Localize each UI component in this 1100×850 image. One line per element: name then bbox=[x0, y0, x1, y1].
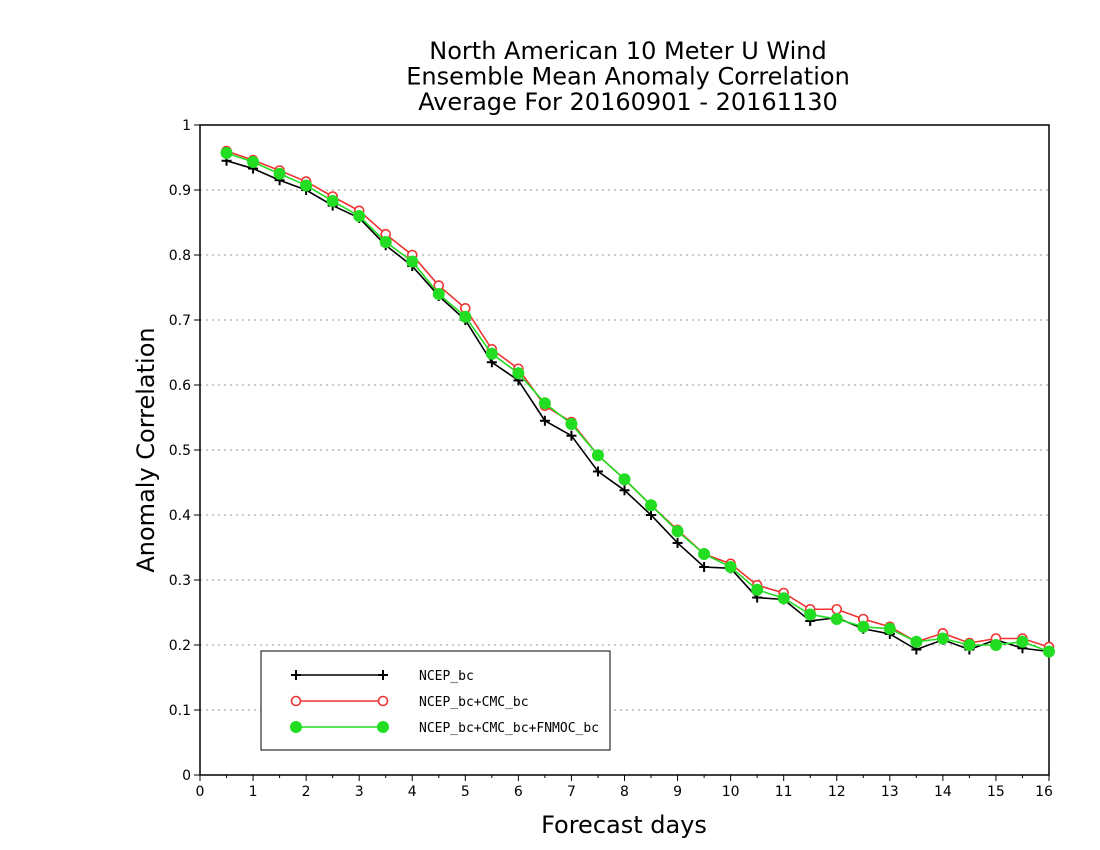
data-point bbox=[406, 255, 419, 268]
legend-marker bbox=[291, 670, 301, 680]
series-0 bbox=[221, 155, 1054, 657]
series-2 bbox=[220, 146, 1055, 658]
y-tick-label: 0.3 bbox=[169, 573, 191, 589]
series-line bbox=[226, 152, 1050, 653]
data-point bbox=[379, 236, 392, 248]
y-tick-label: 0.4 bbox=[169, 508, 191, 524]
y-tick-label: 0.6 bbox=[169, 378, 191, 394]
data-point bbox=[698, 548, 711, 560]
x-tick-label: 6 bbox=[514, 784, 523, 800]
data-point bbox=[273, 167, 286, 180]
x-tick-label: 1 bbox=[249, 784, 258, 800]
data-point bbox=[1043, 645, 1055, 658]
data-point bbox=[565, 418, 578, 430]
x-tick-label: 0 bbox=[196, 784, 205, 800]
data-point bbox=[300, 179, 313, 192]
series-line bbox=[226, 159, 1050, 653]
x-tick-label: 9 bbox=[673, 784, 682, 800]
data-series bbox=[220, 145, 1055, 658]
legend-label: NCEP_bc+CMC_bc bbox=[419, 695, 529, 710]
x-tick-label: 5 bbox=[461, 784, 470, 800]
legend: NCEP_bc NCEP_bc+CMC_bc NCEP_bc+CMC_bc+FNMO… bbox=[260, 650, 611, 751]
legend-label: NCEP_bc bbox=[419, 669, 474, 684]
data-point bbox=[1016, 635, 1029, 648]
data-point bbox=[618, 473, 631, 486]
data-point bbox=[539, 415, 550, 426]
gridlines bbox=[200, 189, 1049, 711]
y-axis-label: Anomaly Correlation bbox=[132, 327, 160, 572]
x-tick-label: 12 bbox=[828, 784, 846, 800]
data-point bbox=[883, 622, 896, 635]
x-tick-label: 7 bbox=[567, 784, 576, 800]
x-tick-label: 2 bbox=[302, 784, 311, 800]
data-point bbox=[831, 603, 843, 615]
y-tick-label: 0.7 bbox=[169, 313, 191, 329]
data-point bbox=[326, 195, 339, 208]
data-point bbox=[591, 449, 604, 462]
legend-marker bbox=[290, 695, 302, 707]
data-point bbox=[459, 310, 472, 323]
x-tick-label: 10 bbox=[722, 784, 740, 800]
y-tick-label: 0.5 bbox=[169, 443, 191, 459]
data-point bbox=[220, 146, 233, 159]
data-point bbox=[645, 499, 658, 512]
series-1 bbox=[221, 145, 1055, 653]
x-tick-label: 14 bbox=[934, 784, 952, 800]
x-tick-label: 13 bbox=[881, 784, 899, 800]
data-point bbox=[247, 156, 260, 169]
data-point bbox=[963, 639, 976, 651]
data-point bbox=[724, 561, 737, 573]
data-point bbox=[751, 583, 764, 596]
legend-marker bbox=[290, 721, 302, 733]
data-point bbox=[910, 635, 923, 648]
title-line-1: North American 10 Meter U Wind bbox=[429, 37, 826, 65]
data-point bbox=[777, 592, 790, 605]
y-tick-label: 1 bbox=[182, 118, 191, 134]
x-axis-label: Forecast days bbox=[541, 811, 707, 839]
legend-marker bbox=[377, 695, 389, 707]
legend-marker bbox=[378, 670, 388, 680]
y-tick-label: 0.1 bbox=[169, 703, 191, 719]
data-point bbox=[671, 525, 684, 538]
y-tick-label: 0.2 bbox=[169, 638, 191, 654]
y-tick-label: 0 bbox=[182, 768, 191, 784]
data-point bbox=[646, 510, 657, 520]
legend-marker bbox=[377, 721, 389, 733]
x-tick-label: 3 bbox=[355, 784, 364, 800]
data-point bbox=[830, 613, 843, 625]
title-line-2: Ensemble Mean Anomaly Correlation bbox=[406, 63, 850, 91]
data-point bbox=[619, 485, 630, 496]
series-line bbox=[226, 150, 1050, 648]
data-point bbox=[538, 397, 551, 410]
data-point bbox=[485, 347, 498, 360]
y-tick-label: 0.9 bbox=[169, 183, 191, 199]
legend-label: NCEP_bc+CMC_bc+FNMOC_bc bbox=[419, 721, 599, 736]
x-tick-label: 15 bbox=[987, 784, 1005, 800]
data-point bbox=[432, 288, 445, 300]
x-tick-label: 8 bbox=[620, 784, 629, 800]
y-tick-label: 0.8 bbox=[169, 248, 191, 264]
data-point bbox=[804, 608, 817, 621]
data-point bbox=[592, 466, 603, 477]
data-point bbox=[857, 620, 870, 633]
data-point bbox=[566, 430, 577, 441]
title-line-3: Average For 20160901 - 20161130 bbox=[418, 88, 838, 116]
x-tick-label: 16 bbox=[1035, 784, 1053, 800]
data-point bbox=[512, 367, 525, 380]
x-tick-label: 11 bbox=[775, 784, 793, 800]
data-point bbox=[936, 632, 949, 645]
data-point bbox=[353, 210, 366, 222]
x-tick-label: 4 bbox=[408, 784, 417, 800]
data-point bbox=[672, 537, 683, 548]
axis-ticks: 00.10.20.30.40.50.60.70.80.910 1 2 3 4 5 6 7 8 9 1… bbox=[169, 118, 1053, 800]
data-point bbox=[989, 639, 1002, 651]
data-point bbox=[699, 562, 710, 572]
